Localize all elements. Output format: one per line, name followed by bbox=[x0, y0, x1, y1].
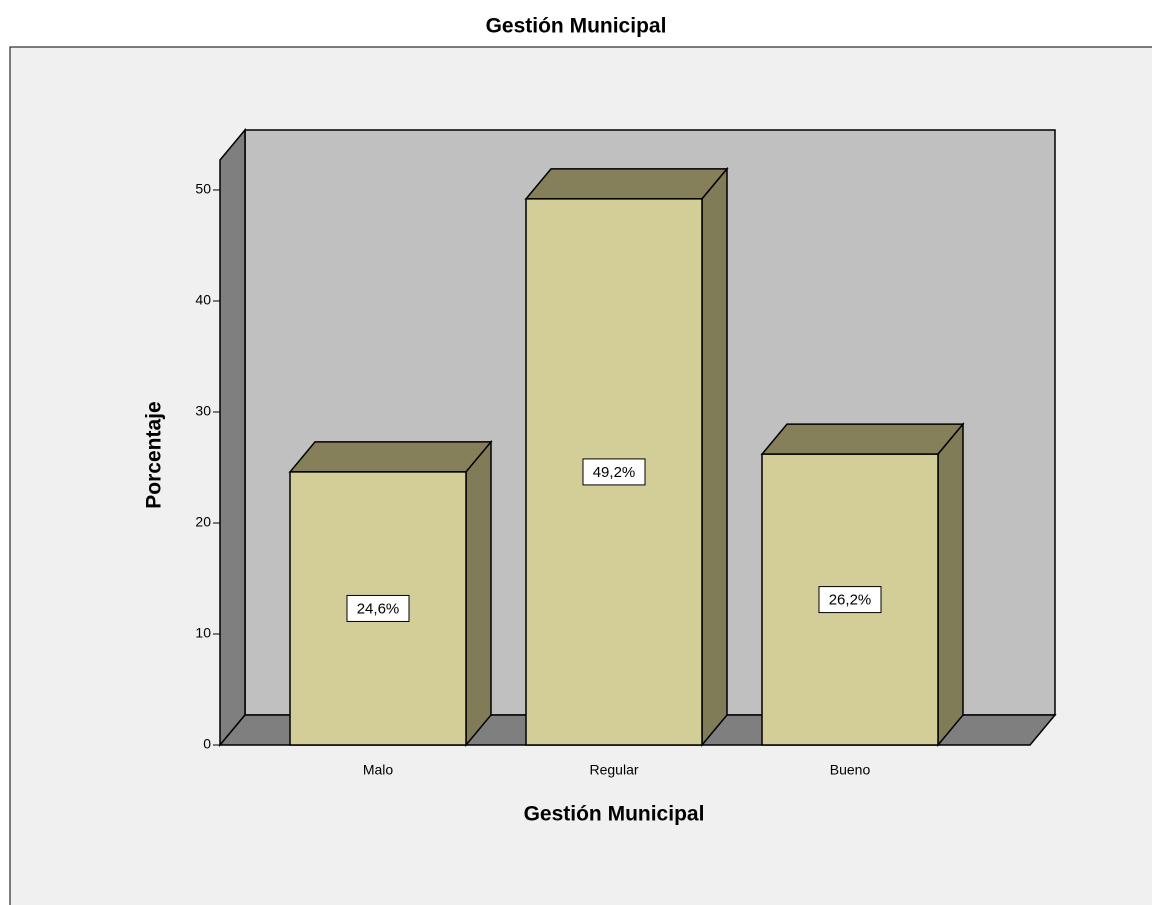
y-tick-label: 50 bbox=[195, 181, 211, 197]
y-tick-label: 0 bbox=[203, 736, 211, 752]
x-tick-label: Bueno bbox=[830, 762, 871, 778]
y-tick-label: 30 bbox=[195, 403, 211, 419]
bar-top bbox=[760, 423, 965, 455]
chart-title: Gestión Municipal bbox=[486, 15, 667, 38]
y-axis-label: Porcentaje bbox=[143, 401, 166, 508]
value-label: 24,6% bbox=[357, 600, 400, 617]
value-label-box bbox=[346, 594, 410, 622]
bar-top bbox=[524, 168, 729, 200]
value-label-box bbox=[582, 458, 646, 486]
bar-top bbox=[288, 441, 493, 473]
y-tick-label: 40 bbox=[195, 292, 211, 308]
x-tick-label: Malo bbox=[363, 762, 394, 778]
y-tick-label: 10 bbox=[195, 625, 211, 641]
bar-side bbox=[937, 422, 964, 748]
x-axis-label: Gestión Municipal bbox=[524, 803, 705, 826]
bar-side bbox=[465, 439, 492, 748]
value-label-box bbox=[818, 586, 882, 614]
value-label: 26,2% bbox=[829, 592, 872, 609]
bar-side bbox=[701, 166, 728, 748]
x-tick-label: Regular bbox=[589, 762, 638, 778]
y-tick-label: 20 bbox=[195, 514, 211, 530]
left-wall bbox=[219, 127, 246, 748]
value-label: 49,2% bbox=[593, 464, 636, 481]
